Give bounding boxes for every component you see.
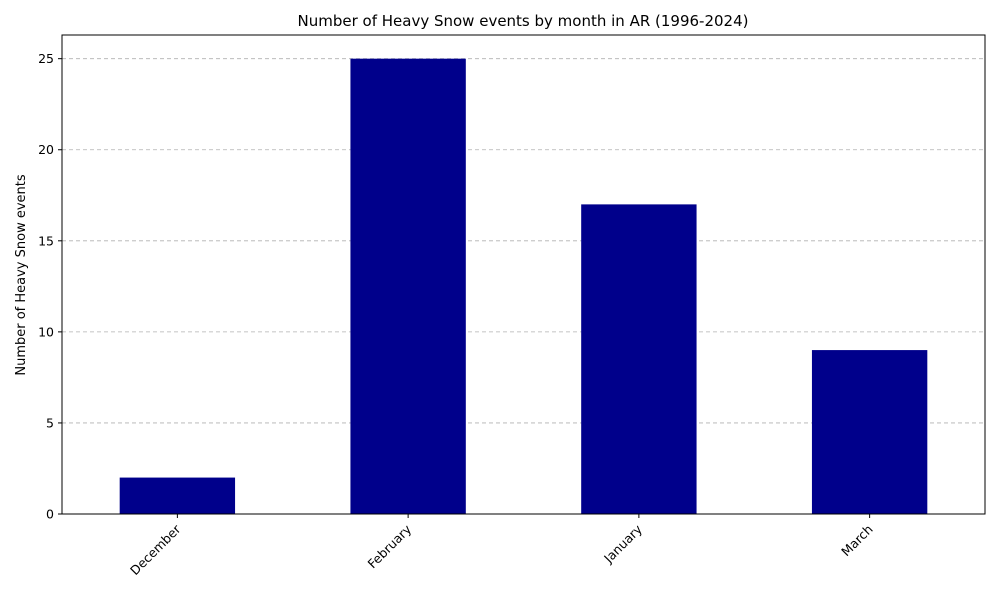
y-tick-label: 20 xyxy=(38,142,54,157)
y-axis-ticks: 0 5 10 15 20 25 xyxy=(38,51,62,522)
bars xyxy=(119,58,928,514)
bar-december xyxy=(119,477,236,514)
x-tick-label: March xyxy=(838,522,876,560)
bar-march xyxy=(811,350,928,514)
axes-frame xyxy=(61,34,986,515)
y-tick-label: 5 xyxy=(46,415,54,430)
y-tick-label: 0 xyxy=(46,507,54,522)
y-tick-label: 10 xyxy=(38,324,54,339)
y-tick-label: 15 xyxy=(38,233,54,248)
x-tick-label: December xyxy=(127,521,184,578)
x-tick-label: January xyxy=(600,521,645,566)
y-tick-label: 25 xyxy=(38,51,54,66)
bar-january xyxy=(581,204,697,514)
bar-february xyxy=(350,58,466,514)
x-axis-ticks: December February January March xyxy=(127,514,876,578)
y-axis-label: Number of Heavy Snow events xyxy=(14,174,29,376)
x-tick-label: February xyxy=(364,521,414,571)
chart-title: Number of Heavy Snow events by month in … xyxy=(298,12,749,30)
